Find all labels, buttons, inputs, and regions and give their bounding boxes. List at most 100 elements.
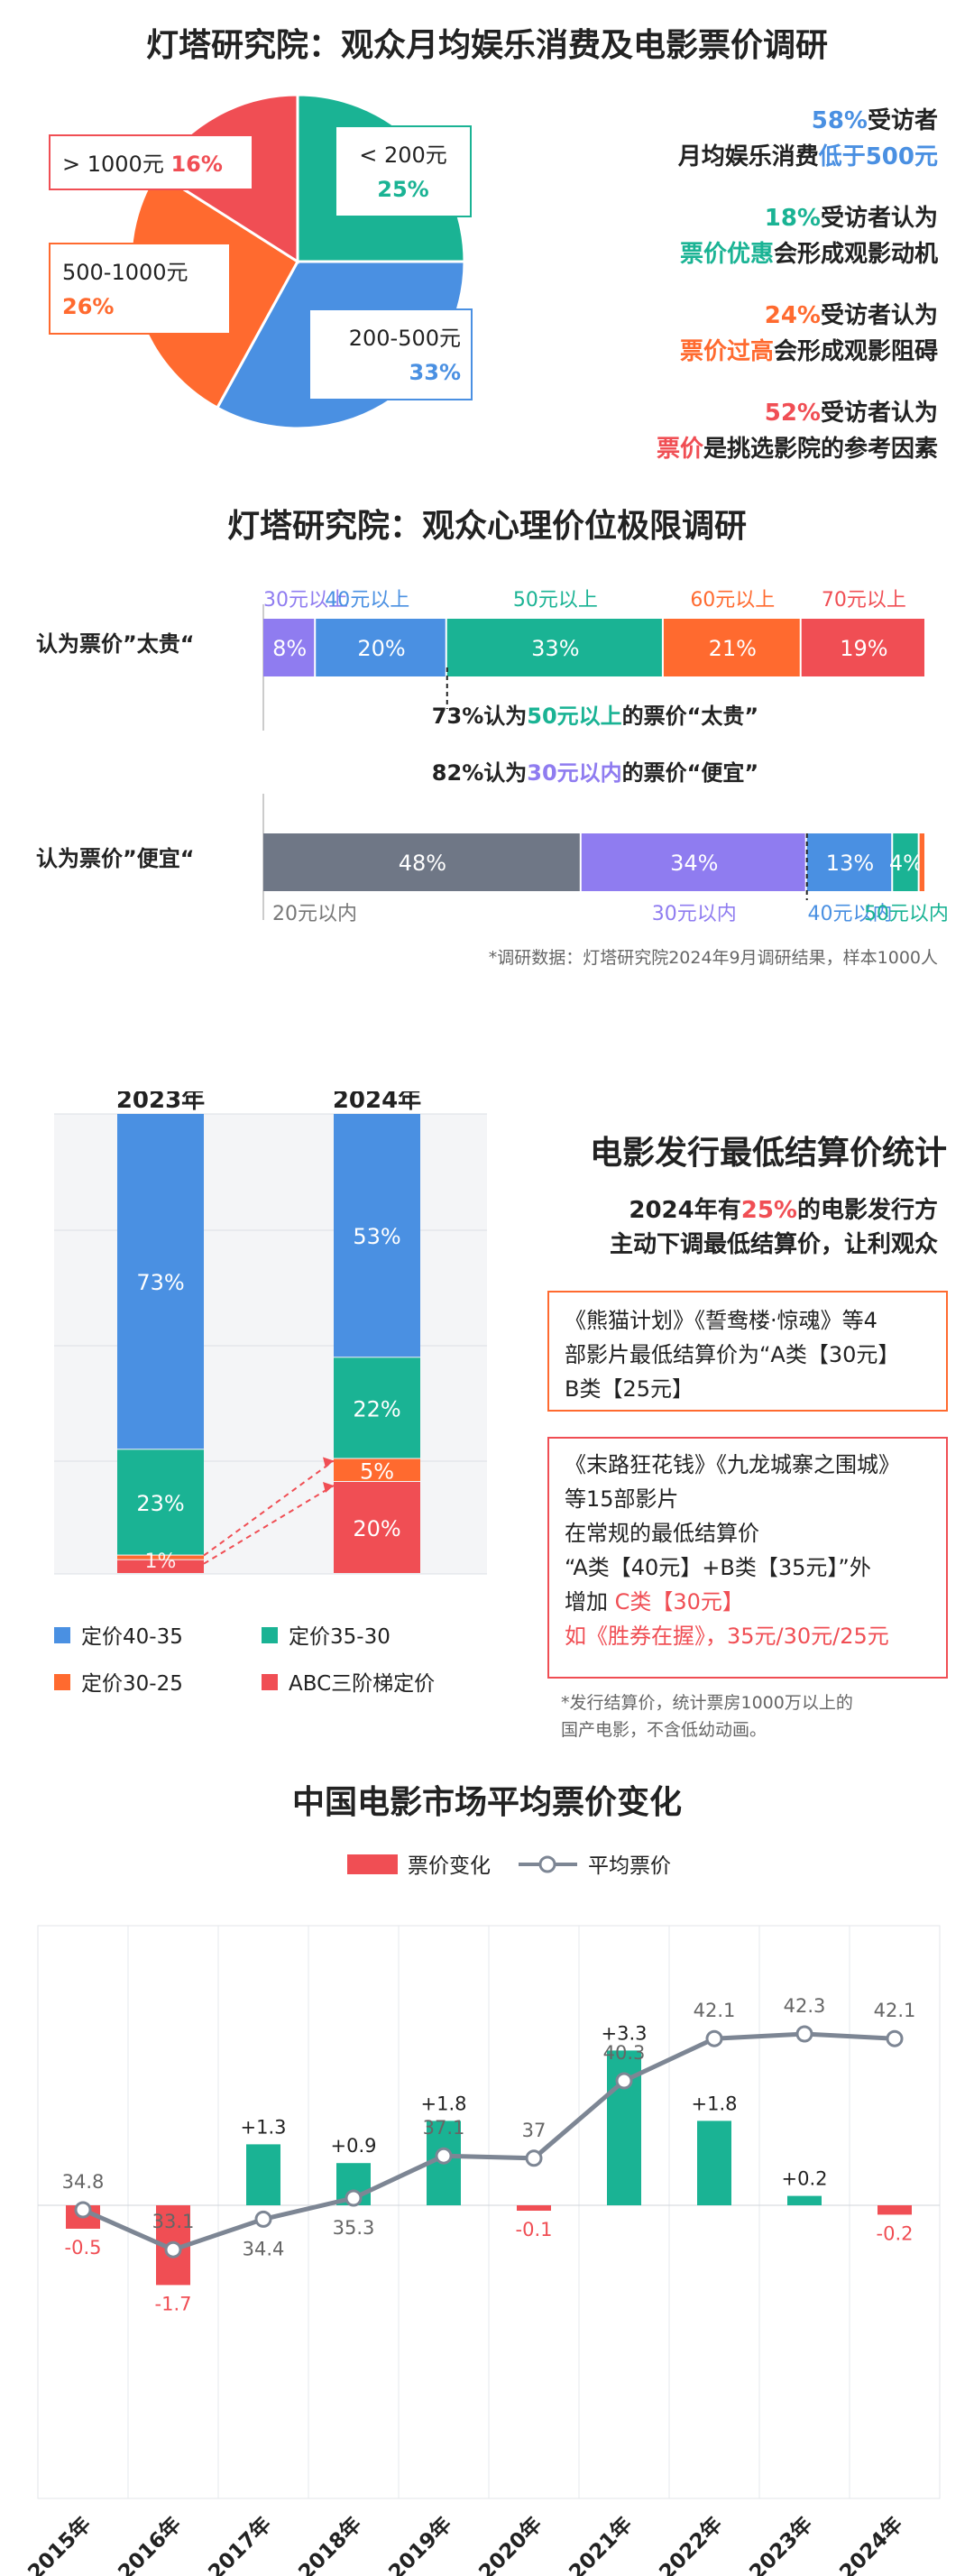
note-too-expensive: 73%认为50元以上的票价“太贵” bbox=[432, 704, 758, 729]
headline-line2: 主动下调最低结算价，让利观众 bbox=[610, 1230, 938, 1258]
avg-price-label: 42.1 bbox=[874, 2000, 916, 2021]
x-tick-label: 2020年 bbox=[474, 2512, 547, 2576]
box2-line-0: “A类【40元】+B类【35元】”外 bbox=[565, 1555, 871, 1580]
legend-swatch bbox=[262, 1627, 278, 1643]
hbar-top-label: 40元以上 bbox=[325, 589, 409, 612]
box2-line-0: 如《胜券在握》，35元/30元/25元 bbox=[565, 1624, 889, 1649]
stat-line2-0: 票价优惠 bbox=[680, 241, 774, 268]
stat-line2: 票价优惠会形成观影动机 bbox=[680, 241, 938, 268]
footnote-line: *发行结算价，统计票房1000万以上的 bbox=[561, 1693, 853, 1713]
x-tick-label: 2015年 bbox=[23, 2512, 96, 2576]
hbar-value-label: 20% bbox=[357, 636, 405, 661]
avg-price-label: 42.1 bbox=[694, 2000, 736, 2021]
pie-label: > 1000元 16% bbox=[62, 152, 223, 177]
section4-title: 中国电影市场平均票价变化 bbox=[292, 1783, 682, 1821]
section-avg-ticket-price: 中国电影市场平均票价变化 票价变化 平均票价 -0.5 -1.7 +1.3 +0.9 +1… bbox=[23, 1783, 941, 2576]
hbar-segment bbox=[663, 619, 800, 676]
box2-line: 在常规的最低结算价 bbox=[565, 1521, 759, 1546]
vbar-segment bbox=[117, 1555, 204, 1559]
hbar-segment bbox=[806, 833, 892, 891]
note2-1: 30元以内 bbox=[527, 760, 621, 786]
change-bar-label: +1.8 bbox=[421, 2093, 467, 2114]
hbar-top-label: 60元以上 bbox=[690, 589, 775, 612]
section2-footnote: *调研数据：灯塔研究院2024年9月调研结果，样本1000人 bbox=[489, 948, 938, 968]
vbar-value-label: 23% bbox=[136, 1491, 184, 1516]
avg-price-label: 37.1 bbox=[423, 2117, 465, 2139]
legend-label: 票价变化 bbox=[408, 1854, 491, 1878]
stat-line2-0: 票价过高 bbox=[680, 337, 774, 365]
vbar-category-label: 2024年 bbox=[333, 1091, 421, 1114]
change-bar bbox=[697, 2121, 731, 2205]
pie-label-box bbox=[49, 134, 253, 190]
note1-0: 73%认为 bbox=[432, 704, 527, 729]
stat-line2-1: 低于500元 bbox=[818, 143, 938, 170]
hbar-value-label: 34% bbox=[670, 851, 718, 876]
pie-label-name: < 200元 bbox=[359, 143, 447, 168]
stat-line1-0: 24% bbox=[765, 302, 821, 329]
stat-line1-0: 52% bbox=[765, 400, 821, 427]
stat-line1-1: 受访者认为 bbox=[821, 204, 938, 232]
vbar-value-label: 73% bbox=[136, 1270, 184, 1295]
box2-line-0: 等15部影片 bbox=[565, 1486, 679, 1512]
box1-line: 《熊猫计划》《誓鸯楼·惊魂》等4 bbox=[565, 1308, 878, 1333]
hbar-segment bbox=[581, 833, 805, 891]
legend-label: 定价30-25 bbox=[81, 1672, 183, 1696]
hbar-value-label: 4% bbox=[889, 851, 923, 876]
section2-title: 灯塔研究院：观众心理价位极限调研 bbox=[227, 508, 747, 545]
hbar-top-label: 70元以上 bbox=[822, 589, 906, 612]
pie-label-value: 16% bbox=[170, 152, 222, 177]
stat-line1-0: 58% bbox=[812, 107, 868, 134]
change-bar-label: -1.7 bbox=[155, 2293, 192, 2314]
change-bar-label: +3.3 bbox=[602, 2022, 648, 2044]
stat-line2-1: 会形成观影动机 bbox=[774, 241, 938, 268]
hbar-value-label: 13% bbox=[826, 851, 874, 876]
hbar-segment bbox=[263, 619, 315, 676]
stat-line1: 18%受访者认为 bbox=[765, 204, 938, 232]
stat-line2: 票价是挑选影院的参考因素 bbox=[657, 435, 938, 463]
box1-line: 部影片最低结算价为“A类【30元】 bbox=[565, 1342, 899, 1367]
avg-price-marker bbox=[345, 2189, 363, 2207]
legend-label: ABC三阶梯定价 bbox=[289, 1672, 435, 1696]
avg-price-marker bbox=[525, 2149, 543, 2167]
avg-price-marker bbox=[705, 2029, 723, 2047]
avg-price-marker bbox=[886, 2029, 904, 2047]
avg-price-marker bbox=[615, 2072, 633, 2090]
vbar-segment bbox=[117, 1114, 204, 1449]
change-bar bbox=[246, 2144, 280, 2205]
box2-line: “A类【40元】+B类【35元】”外 bbox=[565, 1555, 871, 1580]
stat-line1-1: 受访者认为 bbox=[821, 301, 938, 329]
change-bar-label: -0.1 bbox=[516, 2219, 553, 2240]
stat-line2-0: 月均娱乐消费 bbox=[677, 143, 819, 170]
box2-line-1: C类【30元】 bbox=[615, 1589, 744, 1615]
change-bar bbox=[878, 2205, 912, 2215]
headline1-2: 的电影发行方 bbox=[797, 1196, 938, 1224]
hbar-bottom-label: 40元以内 bbox=[807, 903, 892, 925]
pie-labels: < 200元 25% 200-500元 33% 500-1000元 26% > 1000元 … bbox=[49, 125, 473, 400]
avg-price-label: 34.4 bbox=[243, 2238, 285, 2259]
stat-line2: 月均娱乐消费低于500元 bbox=[677, 143, 938, 170]
stat-line2-1: 会形成观影阻碍 bbox=[774, 338, 938, 365]
arrow-head bbox=[323, 1457, 334, 1468]
pie-label-value: 25% bbox=[377, 177, 428, 202]
hbar-value-label: 19% bbox=[840, 636, 887, 661]
vbar-overlap-label: 1% bbox=[145, 1550, 177, 1573]
pie-label-name: > 1000元 bbox=[62, 152, 170, 177]
row1-label: 认为票价”太贵“ bbox=[36, 631, 195, 657]
avg-price-line bbox=[81, 2031, 896, 2252]
avg-price-label: 40.3 bbox=[603, 2042, 646, 2064]
legend-swatch bbox=[54, 1627, 70, 1643]
dashed-arrow bbox=[203, 1459, 335, 1557]
settlement-stacked-bars: 2023年 2024年 73% 23% 53% 22% 5% 20% 1% bbox=[116, 1091, 421, 1573]
stat-line1-0: 18% bbox=[765, 205, 821, 232]
x-tick-label: 2016年 bbox=[114, 2512, 187, 2576]
avg-price-label: 33.1 bbox=[152, 2211, 195, 2232]
change-bar-label: -0.5 bbox=[65, 2237, 102, 2259]
avg-price-marker bbox=[74, 2201, 92, 2219]
note2-0: 82%认为 bbox=[432, 760, 527, 786]
section-pie-survey: 灯塔研究院：观众月均娱乐消费及电影票价调研 < 200元 25% 200-500元 3… bbox=[49, 27, 938, 463]
pie-label-name: 500-1000元 bbox=[62, 260, 188, 285]
box2-line-0: 《末路狂花钱》《九龙城寨之围城》 bbox=[565, 1452, 900, 1477]
hbar-value-label: 33% bbox=[531, 636, 579, 661]
info-box-1-text: 《熊猫计划》《誓鸯楼·惊魂》等4 部影片最低结算价为“A类【30元】 B类【25元】 bbox=[565, 1308, 899, 1402]
